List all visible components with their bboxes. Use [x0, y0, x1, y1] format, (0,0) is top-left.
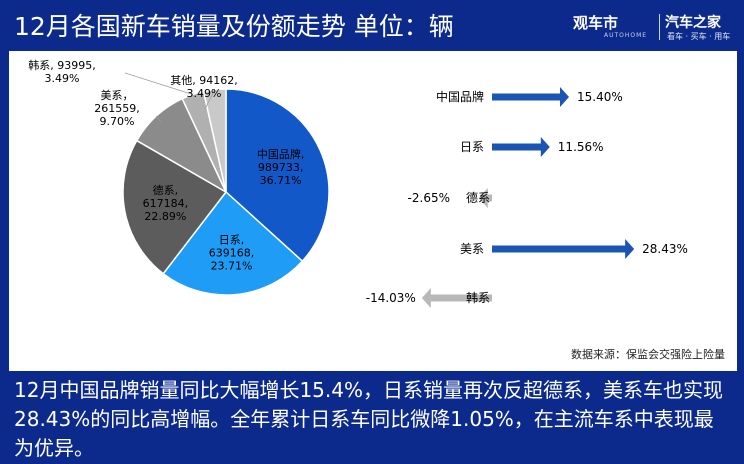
- pie-leader-line-5: [204, 89, 216, 110]
- pie-label-2: 德系, 617184, 22.89%: [143, 183, 189, 223]
- bar-category-label-2: 德系: [466, 190, 490, 205]
- bar-category-label-3: 美系: [460, 242, 484, 256]
- bar-category-label-4: 韩系: [466, 290, 490, 305]
- summary-text-block: 12月中国品牌销量同比大幅增长15.4%，日系销量再次反超德系，美系车也实现28…: [0, 376, 744, 464]
- bar-value-label-0: 15.40%: [577, 90, 623, 104]
- autohome-logo: 汽车之家: [665, 15, 721, 31]
- chart-title: 12月各国新车销量及份额走势 单位：辆: [14, 12, 454, 41]
- chart-panel: 中国品牌, 989733, 36.71% 日系, 639168, 23.71% 德系, 617…: [9, 51, 737, 371]
- growth-bar-2: [478, 188, 492, 208]
- growth-bar-chart: 中国品牌 15.40% 日系 11.56% 德系 -2.65% 美系 28.43% 韩系 -14.…: [366, 87, 688, 308]
- bar-value-label-3: 28.43%: [642, 242, 688, 256]
- bar-value-label-2: -2.65%: [408, 191, 450, 205]
- growth-bar-0: [492, 87, 569, 107]
- pie-slice-2: [122, 139, 228, 275]
- logo-divider: [659, 14, 660, 40]
- autohome-market-logo: 观车市: [573, 14, 619, 32]
- pie-leader-line-4: [124, 72, 193, 95]
- growth-bar-1: [492, 137, 550, 157]
- pie-chart: 中国品牌, 989733, 36.71% 日系, 639168, 23.71% 德系, 617…: [28, 58, 330, 296]
- bar-category-label-0: 中国品牌: [436, 89, 484, 104]
- bar-value-label-1: 11.56%: [558, 140, 604, 154]
- pie-label-3: 美系， 261559, 9.70%: [94, 89, 140, 128]
- pie-label-1: 日系, 639168, 23.71%: [209, 234, 255, 273]
- header-bar: 12月各国新车销量及份额走势 单位：辆 观车市 AUTOHOME 汽车之家 看车…: [0, 0, 744, 50]
- pie-slice-1: [162, 190, 304, 296]
- bar-category-label-1: 日系: [460, 140, 484, 154]
- pie-label-0: 中国品牌, 989733, 36.71%: [257, 147, 305, 187]
- bar-value-label-4: -14.03%: [366, 291, 416, 305]
- pie-label-4: 韩系, 93995, 3.49%: [28, 58, 95, 85]
- data-source-note: 数据来源：保监会交强险上险量: [571, 348, 725, 361]
- pie-slice-0: [225, 88, 330, 263]
- summary-paragraph: 12月中国品牌销量同比大幅增长15.4%，日系销量再次反超德系，美系车也实现28…: [14, 378, 723, 460]
- pie-label-5: 其他, 94162, 3.49%: [170, 74, 237, 100]
- autohome-market-logo-subtext: AUTOHOME: [604, 32, 648, 39]
- growth-bar-3: [492, 239, 635, 259]
- autohome-logo-tagline: 看车 · 买车 · 用车: [667, 32, 731, 41]
- growth-bar-4: [421, 288, 492, 308]
- pie-leader-line-3: [155, 115, 163, 124]
